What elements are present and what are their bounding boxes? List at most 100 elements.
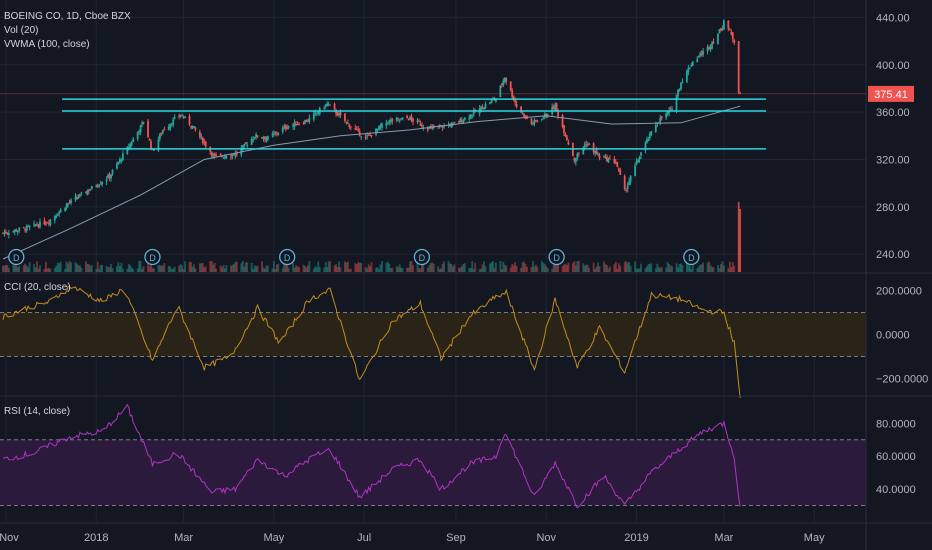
candle-body: [583, 144, 586, 148]
volume-bar: [287, 267, 290, 272]
dividend-badge-icon[interactable]: D: [683, 248, 700, 266]
dividend-badge-circle: [144, 248, 161, 266]
candle-body: [669, 108, 672, 110]
volume-bar: [733, 265, 736, 272]
dividend-badge-icon[interactable]: D: [413, 248, 431, 266]
candle-body: [179, 115, 182, 117]
candle-body: [409, 117, 411, 120]
volume-bar: [141, 269, 144, 272]
volume-bar: [95, 268, 98, 272]
volume-bar: [327, 261, 330, 272]
volume-bar: [490, 262, 493, 272]
dividend-badge-icon[interactable]: D: [279, 248, 296, 266]
candle-body: [555, 103, 558, 110]
time-tick-label: Mar: [174, 532, 193, 544]
volume-bar: [397, 267, 400, 272]
rsi-legend[interactable]: RSI (14, close): [4, 406, 70, 417]
candle-body: [312, 113, 315, 120]
symbol-legend[interactable]: BOEING CO, 1D, Cboe BZX: [4, 11, 131, 22]
time-axis-labels[interactable]: Nov 2018 Mar May Jul Sep Nov 2019 Mar May: [0, 532, 825, 544]
time-tick-label: 2019: [624, 532, 648, 544]
volume-bar: [585, 264, 588, 272]
volume-bar: [120, 262, 123, 272]
candle-body: [68, 201, 71, 203]
candle-body: [59, 209, 62, 213]
volume-bar: [515, 265, 518, 272]
candle-body: [468, 117, 471, 120]
horizontal-levels[interactable]: [0, 93, 866, 150]
candle-body: [381, 123, 383, 128]
cci-legend[interactable]: CCI (20, close): [4, 282, 71, 293]
volume-bar: [438, 269, 441, 272]
candle-body: [650, 131, 653, 135]
volume-bar: [654, 268, 657, 272]
cci-axis-labels[interactable]: 200.0000 0.0000 −200.0000: [876, 286, 928, 386]
candle-body: [520, 106, 522, 113]
volume-bar: [89, 265, 92, 272]
volume-bar: [160, 265, 163, 272]
volume-bar: [678, 263, 681, 272]
candle-body: [201, 137, 204, 144]
candle-body: [514, 100, 517, 103]
volume-bar: [5, 265, 7, 272]
volume-bar: [452, 266, 454, 272]
volume-bar: [355, 264, 358, 272]
candle-body: [203, 142, 206, 144]
volume-bar: [567, 262, 570, 272]
volume-bar: [688, 265, 691, 272]
candle-body: [117, 162, 120, 164]
volume-bar: [121, 268, 124, 272]
volume-bar: [367, 264, 370, 272]
candle-body: [15, 229, 18, 232]
time-tick-label: Mar: [714, 532, 733, 544]
candle-body: [121, 153, 124, 160]
candle-body: [76, 197, 78, 199]
candle-body: [552, 106, 555, 110]
candle-body: [542, 116, 545, 118]
candle-body: [252, 138, 255, 141]
volume-bar: [326, 267, 329, 272]
dividend-badge-icon[interactable]: D: [8, 248, 25, 266]
candle-body: [80, 192, 83, 194]
volume-bar: [532, 260, 534, 272]
volume-bar: [592, 262, 595, 272]
price-axis-labels[interactable]: 240.00 280.00 320.00 360.00 400.00 440.00: [876, 12, 910, 261]
dividend-badge-label: D: [419, 253, 426, 263]
volume-bar: [607, 268, 610, 272]
volume-bar: [315, 267, 318, 272]
vwma-legend[interactable]: VWMA (100, close): [4, 39, 90, 50]
candle-body: [685, 70, 688, 83]
volume-bar: [492, 261, 494, 272]
volume-bar: [375, 267, 377, 272]
candle-body: [737, 41, 740, 93]
candle-body: [111, 170, 114, 174]
dividend-badge-icon[interactable]: D: [144, 248, 161, 266]
volume-bar: [381, 260, 383, 272]
dividend-badge-icon[interactable]: D: [548, 248, 565, 266]
candle-body: [566, 136, 568, 141]
volume-bar: [338, 261, 340, 272]
volume-legend[interactable]: Vol (20): [4, 25, 38, 36]
volume-bar: [99, 264, 102, 272]
volume-bar: [295, 265, 297, 272]
volume-bar: [505, 265, 508, 272]
candle-body: [244, 142, 247, 144]
volume-bar: [224, 268, 226, 272]
candle-body: [509, 81, 512, 91]
rsi-line: [2, 403, 741, 509]
candle-body: [132, 138, 135, 142]
candle-body: [271, 134, 274, 136]
rsi-axis-labels[interactable]: 80.0000 60.0000 40.0000: [876, 418, 916, 496]
volume-bar: [67, 263, 69, 272]
candle-body: [84, 192, 87, 194]
volume-bar: [286, 262, 289, 272]
volume-bar: [267, 265, 269, 272]
time-tick-label: May: [263, 532, 284, 544]
price-tick-label: 360.00: [876, 107, 910, 119]
candle-body: [594, 151, 596, 154]
candle-body: [160, 133, 163, 135]
candle-body: [524, 115, 527, 117]
candle-body: [141, 122, 144, 124]
